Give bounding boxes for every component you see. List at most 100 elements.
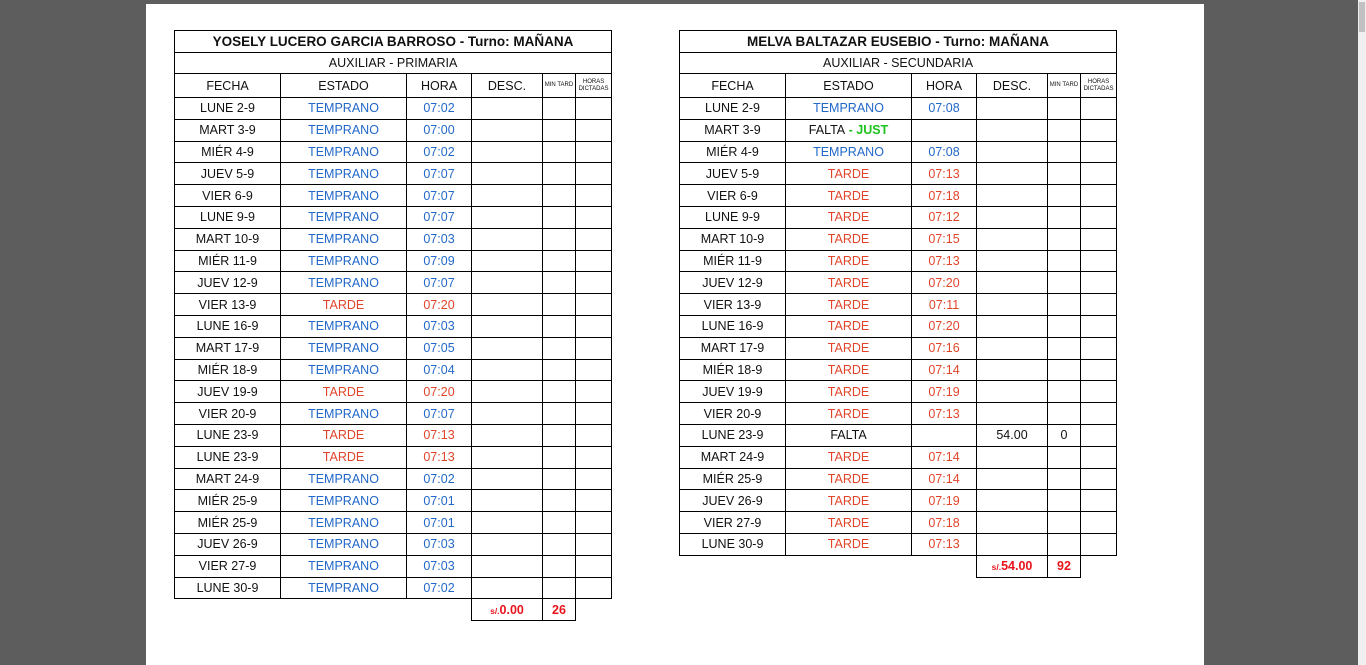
cell-hora: 07:09 [406, 249, 472, 273]
cell-fecha: MIÉR 4-9 [174, 140, 281, 164]
cell-desc [471, 314, 543, 338]
cell-desc [471, 467, 543, 491]
cell-fecha: VIER 13-9 [174, 293, 281, 316]
cell-estado: TARDE [785, 532, 912, 556]
cell-desc [471, 97, 543, 120]
cell-horas-dictadas [574, 576, 613, 600]
header-min-tard: MIN TARD [542, 73, 576, 98]
attendance-table-left: YOSELY LUCERO GARCIA BARROSO - Turno: MA… [173, 30, 613, 622]
cell-estado: TEMPRANO [280, 336, 407, 360]
cell-min-tard [542, 162, 576, 186]
cell-desc [471, 140, 543, 164]
cell-min-tard [1047, 402, 1081, 425]
total-discount: s/.0.00 [471, 598, 543, 622]
cell-fecha: VIER 6-9 [679, 184, 786, 207]
cell-desc [471, 184, 543, 207]
table-row: MART 10-9 TEMPRANO 07:03 [174, 227, 613, 251]
cell-horas-dictadas [574, 336, 613, 360]
cell-min-tard [542, 205, 576, 229]
cell-hora: 07:04 [406, 358, 472, 382]
table-row: LUNE 9-9 TEMPRANO 07:07 [174, 205, 613, 229]
cell-horas-dictadas [574, 358, 613, 382]
cell-estado: TARDE [785, 402, 912, 425]
cell-horas-dictadas [574, 97, 613, 120]
cell-fecha: MART 17-9 [174, 336, 281, 360]
table-row: JUEV 19-9 TARDE 07:19 [679, 380, 1118, 404]
table-row: MIÉR 25-9 TARDE 07:14 [679, 467, 1118, 491]
estado-value: TARDE [827, 341, 870, 356]
cell-min-tard [1047, 445, 1081, 469]
estado-value: TARDE [827, 450, 870, 465]
cell-min-tard [1047, 205, 1081, 229]
cell-hora: 07:13 [406, 423, 472, 447]
cell-fecha: VIER 27-9 [679, 511, 786, 534]
cell-hora: 07:02 [406, 467, 472, 491]
vertical-scrollbar[interactable] [1358, 0, 1366, 665]
cell-min-tard [542, 97, 576, 120]
cell-min-tard [1047, 97, 1081, 120]
currency-symbol: s/. [991, 562, 1002, 573]
cell-desc [976, 402, 1048, 425]
cell-desc [976, 511, 1048, 534]
cell-hora: 07:07 [406, 205, 472, 229]
cell-min-tard [1047, 184, 1081, 207]
cell-min-tard [542, 532, 576, 556]
table-row: LUNE 23-9 TARDE 07:13 [174, 423, 613, 447]
cell-horas-dictadas [1079, 162, 1118, 186]
cell-horas-dictadas [574, 249, 613, 273]
cell-estado: TEMPRANO [785, 97, 912, 120]
table-row: LUNE 23-9 FALTA 54.00 0 [679, 423, 1118, 447]
cell-hora: 07:11 [911, 293, 977, 316]
table-row: LUNE 9-9 TARDE 07:12 [679, 205, 1118, 229]
total-minutes: 26 [542, 598, 576, 622]
estado-value: TEMPRANO [308, 188, 379, 203]
table-row: JUEV 26-9 TEMPRANO 07:03 [174, 532, 613, 556]
cell-hora: 07:18 [911, 511, 977, 534]
cell-hora: 07:19 [911, 380, 977, 404]
estado-value: TEMPRANO [308, 123, 379, 138]
cell-desc [471, 423, 543, 447]
cell-estado: TARDE [785, 511, 912, 534]
table-row: LUNE 2-9 TEMPRANO 07:08 [679, 97, 1118, 120]
cell-hora: 07:03 [406, 554, 472, 578]
estado-value: TEMPRANO [308, 319, 379, 334]
cell-hora: 07:02 [406, 576, 472, 600]
cell-horas-dictadas [574, 293, 613, 316]
cell-fecha: JUEV 26-9 [679, 489, 786, 513]
cell-horas-dictadas [1079, 97, 1118, 120]
cell-estado: TARDE [785, 249, 912, 273]
estado-value: TEMPRANO [308, 362, 379, 377]
table-row: MIÉR 25-9 TEMPRANO 07:01 [174, 489, 613, 513]
estado-note: - JUST [845, 123, 889, 138]
cell-fecha: LUNE 2-9 [679, 97, 786, 120]
cell-horas-dictadas [1079, 336, 1118, 360]
cell-fecha: LUNE 23-9 [174, 445, 281, 469]
cell-estado: TARDE [280, 423, 407, 447]
cell-horas-dictadas [1079, 402, 1118, 425]
cell-desc [471, 380, 543, 404]
cell-fecha: LUNE 16-9 [174, 314, 281, 338]
cell-min-tard [542, 227, 576, 251]
cell-hora [911, 118, 977, 142]
cell-desc [976, 467, 1048, 491]
cell-min-tard [1047, 380, 1081, 404]
cell-hora: 07:03 [406, 532, 472, 556]
cell-desc [976, 380, 1048, 404]
cell-fecha: JUEV 26-9 [174, 532, 281, 556]
estado-value: TARDE [827, 319, 870, 334]
cell-min-tard [542, 576, 576, 600]
cell-min-tard [542, 423, 576, 447]
totals-row: s/.0.00 26 [175, 598, 612, 622]
cell-fecha: LUNE 9-9 [679, 205, 786, 229]
cell-hora: 07:20 [911, 314, 977, 338]
cell-estado: TEMPRANO [280, 162, 407, 186]
total-minutes: 92 [1047, 554, 1081, 578]
cell-estado: TARDE [785, 445, 912, 469]
estado-value: TARDE [827, 275, 870, 290]
estado-value: TEMPRANO [308, 253, 379, 268]
table-row: LUNE 30-9 TEMPRANO 07:02 [174, 576, 613, 600]
table-row: MART 3-9 FALTA - JUST [679, 118, 1118, 142]
cell-desc [976, 314, 1048, 338]
scrollbar-thumb[interactable] [1359, 2, 1365, 32]
cell-estado: TARDE [280, 293, 407, 316]
